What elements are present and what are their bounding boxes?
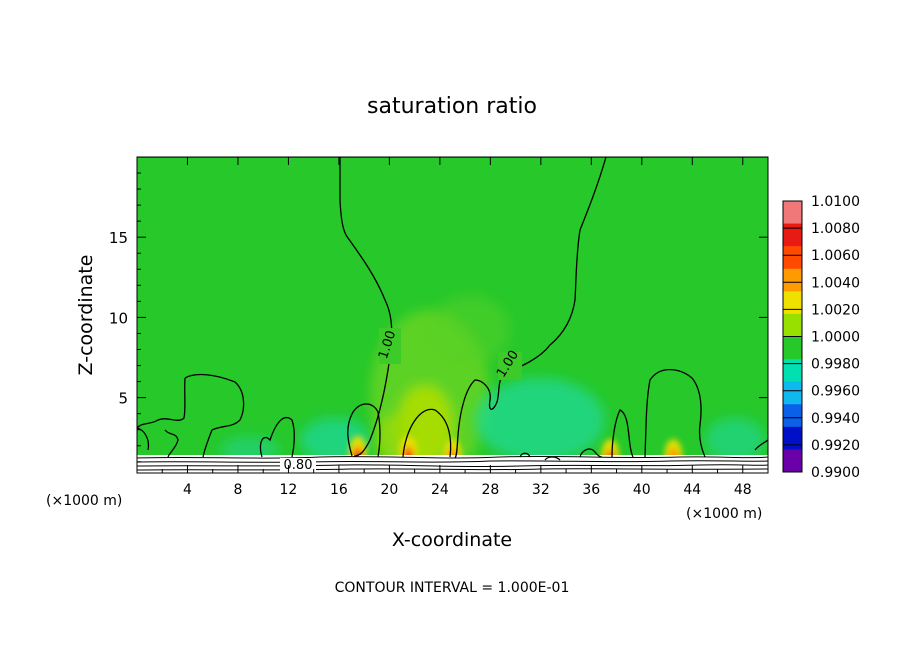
colorbar: 1.0100 1.0080 1.0060 1.0040 1.0020 1.0000 0.99… (782, 194, 860, 481)
x-tick-label: 24 (431, 482, 449, 498)
x-axis: 4 8 12 16 20 24 28 32 36 40 44 48 (161, 157, 752, 498)
colorbar-swatch (783, 313, 802, 337)
colorbar-label: 1.0000 (811, 330, 860, 346)
contour-line (754, 439, 768, 451)
colorbar-swatch (783, 381, 802, 405)
contour-interval: CONTOUR INTERVAL = 1.000E-01 (335, 580, 570, 596)
contour-line (454, 157, 607, 459)
colorbar-label: 0.9900 (811, 465, 860, 481)
x-tick-label: 20 (380, 482, 398, 498)
plot-area: 1.00 1.00 0.80 (137, 157, 768, 473)
x-unit-right: (×1000 m) (686, 506, 762, 522)
colorbar-swatch (783, 223, 802, 247)
contour-line (137, 427, 150, 451)
colorbar-swatch (783, 336, 802, 360)
contour-line (184, 373, 245, 458)
label-mask (379, 328, 401, 364)
contour-line (164, 429, 179, 458)
colorbar-label: 1.0040 (811, 275, 860, 291)
colorbar-label: 1.0100 (811, 194, 860, 210)
colorbar-label: 1.0060 (811, 248, 860, 264)
contour-line (259, 416, 295, 458)
colorbar-swatch (783, 268, 802, 292)
y-axis: 5 10 15 (109, 172, 768, 463)
colorbar-swatch (783, 246, 802, 270)
contour-line (137, 377, 186, 429)
contour-line (347, 403, 381, 458)
colorbar-label: 1.0080 (811, 221, 860, 237)
colorbar-swatch (783, 359, 802, 383)
x-tick-label: 44 (683, 482, 701, 498)
surface-contours (137, 455, 768, 471)
colorbar-swatch (783, 449, 802, 473)
surface-contour (137, 468, 768, 471)
contour-line (402, 408, 452, 458)
x-tick-label: 32 (532, 482, 550, 498)
colorbar-label: 0.9940 (811, 411, 860, 427)
chart-title: saturation ratio (367, 94, 537, 119)
y-tick-label: 15 (109, 229, 128, 247)
x-axis-label: X-coordinate (392, 529, 512, 551)
colorbar-label: 0.9920 (811, 438, 860, 454)
y-axis-label: Z-coordinate (75, 255, 97, 376)
subsaturated-region (475, 378, 605, 462)
x-tick-label: 28 (481, 482, 499, 498)
contour-label: 0.80 (284, 458, 313, 473)
contour-line (644, 368, 706, 458)
colorbar-label: 1.0020 (811, 302, 860, 318)
surface-contour (137, 455, 768, 459)
colorbar-swatch (783, 404, 802, 428)
contour-line (579, 448, 603, 458)
colorbar-label: 0.9960 (811, 384, 860, 400)
contour-line (611, 409, 634, 458)
x-tick-label: 36 (582, 482, 600, 498)
y-tick-label: 10 (109, 309, 128, 327)
x-tick-label: 16 (330, 482, 348, 498)
contour-line (544, 456, 561, 461)
plot-frame (136, 156, 769, 474)
plume-region (430, 295, 510, 365)
contour-line (519, 452, 531, 458)
colorbar-swatch (783, 291, 802, 315)
label-mask (280, 458, 316, 472)
x-unit-left: (×1000 m) (46, 493, 122, 509)
surface-contour (137, 460, 768, 463)
x-tick-label: 12 (280, 482, 298, 498)
colorbar-label: 0.9980 (811, 357, 860, 373)
subsaturated-region (705, 418, 765, 462)
surface-contour (137, 464, 768, 468)
x-tick-label: 8 (233, 482, 242, 498)
label-mask (498, 352, 522, 380)
x-tick-label: 40 (633, 482, 651, 498)
contour-labels: 1.00 1.00 0.80 (280, 328, 522, 473)
x-tick-label: 4 (183, 482, 192, 498)
colorbar-swatch (783, 426, 802, 450)
y-tick-label: 5 (118, 390, 128, 408)
colorbar-swatch (783, 201, 802, 225)
x-tick-label: 48 (734, 482, 752, 498)
